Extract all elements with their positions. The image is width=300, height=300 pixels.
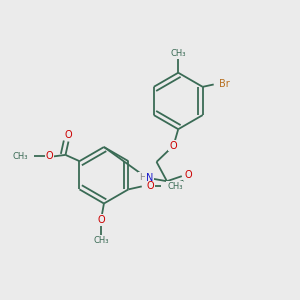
Text: Br: Br <box>219 80 230 89</box>
Text: CH₃: CH₃ <box>167 182 182 191</box>
Text: CH₃: CH₃ <box>13 152 28 161</box>
Text: N: N <box>146 173 153 183</box>
Text: O: O <box>46 152 53 161</box>
Text: O: O <box>65 130 72 140</box>
Text: CH₃: CH₃ <box>170 49 186 58</box>
Text: O: O <box>97 215 105 225</box>
Text: H: H <box>139 173 146 182</box>
Text: O: O <box>146 182 154 191</box>
Text: O: O <box>169 140 177 151</box>
Text: CH₃: CH₃ <box>93 236 109 245</box>
Text: O: O <box>185 170 193 180</box>
